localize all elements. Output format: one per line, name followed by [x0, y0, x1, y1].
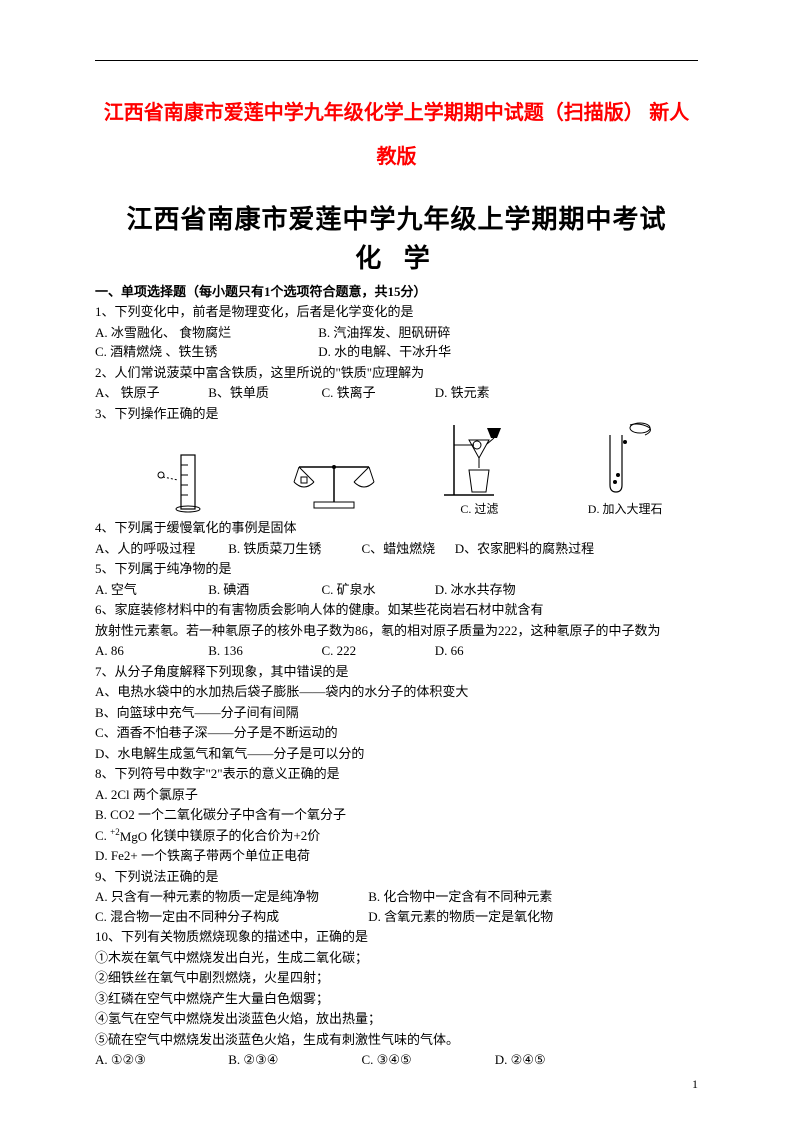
- q5-stem: 5、下列属于纯净物的是: [95, 559, 698, 579]
- q8-option-d: D. Fe2+ 一个铁离子带两个单位正电荷: [95, 846, 698, 866]
- q4-option-a: A、人的呼吸过程: [95, 539, 225, 559]
- q3-figure-a: [115, 447, 261, 517]
- q4-option-b: B. 铁质菜刀生锈: [228, 539, 358, 559]
- q8-option-c: C. +2MgO 化镁中镁原子的化合价为+2价: [95, 826, 698, 846]
- q4-option-c: C、蜡烛燃烧: [362, 539, 452, 559]
- q3-figure-b: [261, 447, 407, 517]
- filtration-icon: [439, 420, 519, 500]
- test-tube-add-icon: [580, 420, 670, 500]
- q9-option-c: C. 混合物一定由不同种分子构成: [95, 907, 365, 927]
- q2-option-d: D. 铁元素: [435, 383, 490, 403]
- q4-options: A、人的呼吸过程 B. 铁质菜刀生锈 C、蜡烛燃烧 D、农家肥料的腐熟过程: [95, 539, 698, 559]
- q6-option-d: D. 66: [435, 641, 464, 661]
- q10-line4: ④氢气在空气中燃烧发出淡蓝色火焰，放出热量；: [95, 1009, 698, 1029]
- q10-option-b: B. ②③④: [228, 1050, 358, 1070]
- q10-option-c: C. ③④⑤: [362, 1050, 492, 1070]
- q8-option-c-post: 化镁中镁原子的化合价为+2价: [150, 828, 320, 843]
- q2-stem: 2、人们常说菠菜中富含铁质，这里所说的"铁质"应理解为: [95, 363, 698, 383]
- q7-option-c: C、酒香不怕巷子深——分子是不断运动的: [95, 723, 698, 743]
- q1-option-a: A. 冰雪融化、 食物腐烂: [95, 323, 315, 343]
- q6-stem-line2: 放射性元素氡。若一种氡原子的核外电子数为86，氡的相对原子质量为222，这种氡原…: [95, 621, 698, 641]
- q10-line2: ②细铁丝在氧气中剧烈燃烧，火星四射；: [95, 968, 698, 988]
- exam-school-title: 江西省南康市爱莲中学九年级上学期期中考试: [95, 199, 698, 236]
- exam-subject: 化 学: [95, 238, 698, 275]
- balance-scale-icon: [279, 447, 389, 517]
- q4-stem: 4、下列属于缓慢氧化的事例是固体: [95, 518, 698, 538]
- q9-option-b: B. 化合物中一定含有不同种元素: [368, 887, 552, 907]
- q3-figure-c: C. 过滤: [407, 420, 553, 517]
- top-horizontal-rule: [95, 60, 698, 61]
- q10-stem: 10、下列有关物质燃烧现象的描述中，正确的是: [95, 927, 698, 947]
- q9-option-d: D. 含氧元素的物质一定是氧化物: [368, 907, 553, 927]
- document-title-line2: 教版: [95, 135, 698, 179]
- q6-options: A. 86 B. 136 C. 222 D. 66: [95, 641, 698, 661]
- q1-stem: 1、下列变化中，前者是物理变化，后者是化学变化的是: [95, 302, 698, 322]
- q5-option-b: B. 碘酒: [208, 580, 318, 600]
- q1-options-row2: C. 酒精燃烧 、铁生锈 D. 水的电解、干冰升华: [95, 342, 698, 362]
- q7-option-a: A、电热水袋中的水加热后袋子膨胀——袋内的水分子的体积变大: [95, 682, 698, 702]
- q10-option-a: A. ①②③: [95, 1050, 225, 1070]
- q10-line1: ①木炭在氧气中燃烧发出白光，生成二氧化碳；: [95, 948, 698, 968]
- q3-figure-row: C. 过滤 D. 加入大理石: [115, 427, 698, 517]
- q10-line3: ③红磷在空气中燃烧产生大量白色烟雾；: [95, 989, 698, 1009]
- q3-figure-d: D. 加入大理石: [552, 420, 698, 517]
- q8-stem: 8、下列符号中数字"2"表示的意义正确的是: [95, 764, 698, 784]
- q3-label-c: C. 过滤: [460, 500, 498, 517]
- q5-option-a: A. 空气: [95, 580, 205, 600]
- q9-stem: 9、下列说法正确的是: [95, 867, 698, 887]
- q7-option-b: B、向篮球中充气——分子间有间隔: [95, 703, 698, 723]
- q6-option-b: B. 136: [208, 641, 318, 661]
- q1-option-b: B. 汽油挥发、胆矾研碎: [318, 323, 450, 343]
- q7-stem: 7、从分子角度解释下列现象，其中错误的是: [95, 662, 698, 682]
- q7-option-d: D、水电解生成氢气和氧气——分子是可以分的: [95, 744, 698, 764]
- document-title-line1: 江西省南康市爱莲中学九年级化学上学期期中试题（扫描版） 新人: [95, 91, 698, 135]
- q8-option-c-pre: C.: [95, 828, 110, 843]
- q6-stem-line1: 6、家庭装修材料中的有害物质会影响人体的健康。如某些花岗岩石材中就含有: [95, 600, 698, 620]
- q10-option-d: D. ②④⑤: [495, 1050, 546, 1070]
- q2-option-c: C. 铁离子: [322, 383, 432, 403]
- q8-option-c-formula: +2MgO: [110, 830, 147, 843]
- q2-options: A、 铁原子 B、铁单质 C. 铁离子 D. 铁元素: [95, 383, 698, 403]
- q5-option-d: D. 冰水共存物: [435, 580, 516, 600]
- q8-option-b: B. CO2 一个二氧化碳分子中含有一个氧分子: [95, 805, 698, 825]
- q1-options-row1: A. 冰雪融化、 食物腐烂 B. 汽油挥发、胆矾研碎: [95, 323, 698, 343]
- q8-option-a: A. 2Cl 两个氯原子: [95, 785, 698, 805]
- page-number: 1: [692, 1077, 698, 1092]
- q5-option-c: C. 矿泉水: [322, 580, 432, 600]
- document-title: 江西省南康市爱莲中学九年级化学上学期期中试题（扫描版） 新人 教版: [95, 91, 698, 179]
- q10-line5: ⑤硫在空气中燃烧发出淡蓝色火焰，生成有刺激性气味的气体。: [95, 1030, 698, 1050]
- q9-options-row1: A. 只含有一种元素的物质一定是纯净物 B. 化合物中一定含有不同种元素: [95, 887, 698, 907]
- q9-option-a: A. 只含有一种元素的物质一定是纯净物: [95, 887, 365, 907]
- q1-option-d: D. 水的电解、干冰升华: [318, 342, 451, 362]
- q2-option-a: A、 铁原子: [95, 383, 205, 403]
- q6-option-a: A. 86: [95, 641, 205, 661]
- section-1-header: 一、单项选择题（每小题只有1个选项符合题意，共15分）: [95, 281, 698, 300]
- q5-options: A. 空气 B. 碘酒 C. 矿泉水 D. 冰水共存物: [95, 580, 698, 600]
- q3-label-d: D. 加入大理石: [588, 500, 663, 517]
- q9-options-row2: C. 混合物一定由不同种分子构成 D. 含氧元素的物质一定是氧化物: [95, 907, 698, 927]
- graduated-cylinder-icon: [153, 447, 223, 517]
- q10-options: A. ①②③ B. ②③④ C. ③④⑤ D. ②④⑤: [95, 1050, 698, 1070]
- q1-option-c: C. 酒精燃烧 、铁生锈: [95, 342, 315, 362]
- q6-option-c: C. 222: [322, 641, 432, 661]
- q4-option-d: D、农家肥料的腐熟过程: [455, 539, 594, 559]
- q2-option-b: B、铁单质: [208, 383, 318, 403]
